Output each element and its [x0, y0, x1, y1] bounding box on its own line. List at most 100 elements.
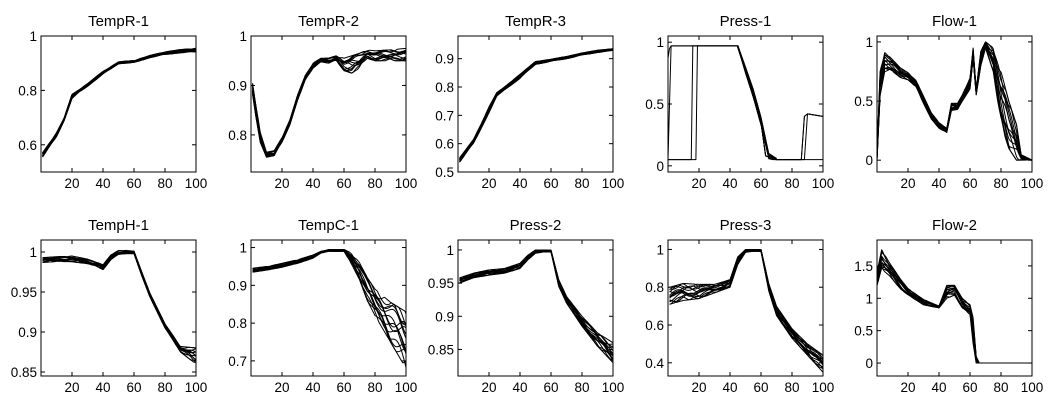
x-tick-label: 60	[543, 380, 558, 395]
chart-title: TempC-1	[298, 217, 359, 234]
x-tick-label: 80	[157, 176, 172, 191]
chart-title: Press-3	[720, 217, 772, 234]
chart-title: Flow-1	[932, 13, 977, 30]
y-tick-label: 0.9	[435, 52, 454, 67]
y-tick-label: 0.6	[18, 138, 37, 153]
x-tick-label: 80	[993, 380, 1008, 395]
x-tick-label: 20	[691, 176, 706, 191]
series-line	[877, 46, 1032, 161]
subplot-temp-r-3: TempR-3 20 40 60 80 100 0.5 0.6 0.7 0.8 0.9	[435, 13, 624, 191]
series-line	[252, 248, 406, 315]
y-tick-label: 0.6	[435, 137, 454, 152]
x-tick-label: 40	[95, 380, 110, 395]
y-tick-label: 1	[865, 35, 873, 50]
y-tick-label: 0.8	[18, 83, 37, 98]
series-line	[877, 43, 1032, 161]
x-tick-label: 20	[274, 176, 289, 191]
x-tick-label: 80	[574, 176, 589, 191]
series-line	[459, 48, 613, 159]
y-tick-label: 0.9	[228, 78, 247, 93]
subplot-press-1: Press-1 20 40 60 80 100 0 0.5 1	[645, 13, 834, 191]
axes-frame	[40, 35, 197, 173]
x-tick-label: 20	[900, 380, 915, 395]
x-tick-label: 40	[305, 176, 320, 191]
x-tick-label: 100	[812, 380, 835, 395]
x-tick-label: 20	[481, 380, 496, 395]
x-tick-label: 80	[784, 380, 799, 395]
x-tick-label: 100	[602, 176, 625, 191]
x-tick-label: 40	[722, 380, 737, 395]
y-tick-label: 0.5	[854, 94, 873, 109]
x-tick-label: 20	[64, 380, 79, 395]
y-tick-label: 1.5	[854, 259, 873, 274]
x-tick-label: 60	[753, 176, 768, 191]
x-tick-label: 80	[784, 176, 799, 191]
x-tick-label: 100	[395, 380, 418, 395]
series-line	[42, 251, 196, 353]
y-tick-label: 0.8	[435, 80, 454, 95]
x-tick-label: 100	[602, 380, 625, 395]
x-tick-label: 20	[691, 380, 706, 395]
x-tick-label: 60	[336, 380, 351, 395]
series-group	[252, 248, 406, 368]
y-tick-label: 0.8	[645, 280, 664, 295]
x-tick-label: 60	[126, 380, 141, 395]
series-line	[877, 45, 1032, 161]
x-tick-label: 80	[367, 176, 382, 191]
y-tick-label: 0.6	[645, 318, 664, 333]
y-tick-label: 1	[656, 35, 664, 50]
series-line	[42, 249, 196, 349]
series-line	[669, 249, 823, 364]
x-tick-label: 40	[931, 176, 946, 191]
subplot-temp-h-1: TempH-1 20 40 60 80 100 0.85 0.9 0.95 1	[11, 217, 208, 395]
x-tick-label: 60	[962, 176, 977, 191]
chart-title: TempR-2	[298, 13, 359, 30]
x-tick-label: 100	[1021, 176, 1044, 191]
x-tick-label: 100	[185, 380, 208, 395]
x-tick-label: 80	[993, 176, 1008, 191]
y-tick-label: 1	[29, 29, 37, 44]
x-tick-label: 40	[722, 176, 737, 191]
y-tick-label: 0.8	[228, 316, 247, 331]
x-tick-label: 40	[512, 380, 527, 395]
y-tick-label: 0.95	[428, 276, 454, 291]
x-tick-label: 80	[157, 380, 172, 395]
subplot-temp-r-2: TempR-2 20 40 60 80 100 0.8 0.9 1	[228, 13, 417, 191]
series-line	[877, 44, 1032, 161]
series-line	[669, 248, 823, 356]
y-tick-label: 1	[239, 29, 247, 44]
chart-title: Press-2	[510, 217, 562, 234]
axes-frame	[40, 239, 197, 377]
series-line	[669, 250, 823, 370]
series-line	[877, 41, 1032, 161]
series-line	[877, 249, 1032, 364]
y-tick-label: 0.4	[645, 356, 664, 371]
y-tick-label: 0.7	[435, 108, 454, 123]
x-tick-label: 60	[126, 176, 141, 191]
series-group	[42, 249, 196, 364]
axes-frame	[457, 239, 614, 377]
y-tick-label: 0.9	[435, 309, 454, 324]
y-tick-label: 0.5	[645, 97, 664, 112]
x-tick-label: 20	[64, 176, 79, 191]
series-group	[669, 248, 823, 373]
series-group	[459, 249, 613, 364]
subplot-press-3: Press-3 20 40 60 80 100 0.4 0.6 0.8 1	[645, 217, 834, 395]
chart-title: TempR-3	[505, 13, 566, 30]
series-line	[459, 249, 613, 344]
y-tick-label: 0.7	[228, 354, 247, 369]
x-tick-label: 60	[543, 176, 558, 191]
x-tick-label: 60	[753, 380, 768, 395]
x-tick-label: 40	[95, 176, 110, 191]
chart-title: Flow-2	[932, 217, 977, 234]
series-group	[42, 47, 196, 158]
y-tick-label: 0.85	[11, 365, 37, 380]
chart-title: TempR-1	[88, 13, 149, 30]
y-tick-label: 0.5	[854, 324, 873, 339]
x-tick-label: 20	[900, 176, 915, 191]
series-group	[877, 249, 1032, 364]
x-tick-label: 20	[274, 380, 289, 395]
series-line	[877, 42, 1032, 161]
x-tick-label: 100	[812, 176, 835, 191]
